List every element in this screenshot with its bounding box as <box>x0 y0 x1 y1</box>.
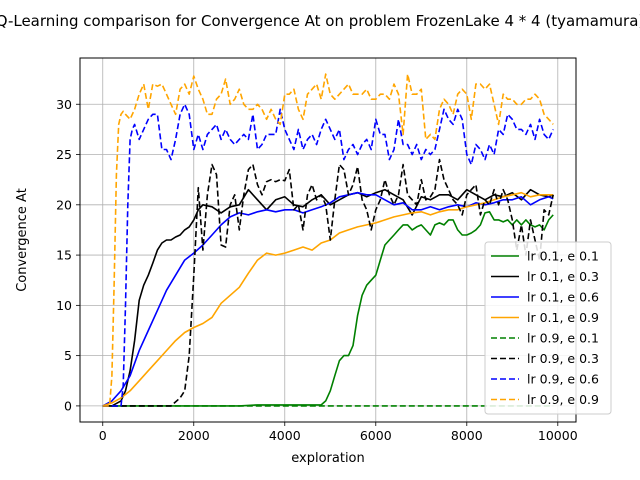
y-tick-label: 10 <box>56 298 72 313</box>
series-line-6 <box>102 158 554 407</box>
legend-label: lr 0.9, e 0.1 <box>527 331 599 346</box>
series-layer <box>102 73 554 407</box>
legend-label: lr 0.9, e 0.3 <box>527 351 599 366</box>
x-tick-label: 2000 <box>178 428 210 443</box>
legend-label: lr 0.1, e 0.1 <box>527 249 599 264</box>
y-tick-label: 25 <box>56 147 72 162</box>
x-tick-label: 8000 <box>451 428 483 443</box>
y-tick-label: 15 <box>56 248 72 263</box>
series-line-8 <box>102 73 554 407</box>
y-tick-label: 0 <box>64 398 72 413</box>
legend: lr 0.1, e 0.1 lr 0.1, e 0.3 lr 0.1, e 0.6 l… <box>484 241 612 415</box>
legend-label: lr 0.1, e 0.6 <box>527 290 599 305</box>
x-tick-label: 0 <box>99 428 107 443</box>
y-axis-label: Convergence At <box>15 188 30 292</box>
x-tick-label: 10000 <box>538 428 578 443</box>
x-axis-label: exploration <box>291 451 365 466</box>
legend-frame <box>484 241 612 415</box>
x-tick-label: 4000 <box>269 428 301 443</box>
x-axis-ticks: 0 2000 4000 6000 8000 10000 <box>99 422 578 443</box>
y-tick-label: 30 <box>56 97 72 112</box>
legend-label: lr 0.9, e 0.6 <box>527 372 599 387</box>
series-line-2 <box>102 188 554 407</box>
series-line-1 <box>102 211 554 407</box>
legend-label: lr 0.1, e 0.9 <box>527 310 599 325</box>
y-axis-ticks: 0 5 10 15 20 25 30 <box>56 97 80 413</box>
y-tick-label: 5 <box>64 348 72 363</box>
legend-label: lr 0.9, e 0.9 <box>527 392 599 407</box>
legend-label: lr 0.1, e 0.3 <box>527 269 599 284</box>
axes-frame <box>79 57 577 423</box>
x-tick-label: 6000 <box>360 428 392 443</box>
y-tick-label: 20 <box>56 197 72 212</box>
chart-title: Q-Learning comparison for Convergence At… <box>0 12 640 30</box>
series-line-7 <box>102 103 554 407</box>
